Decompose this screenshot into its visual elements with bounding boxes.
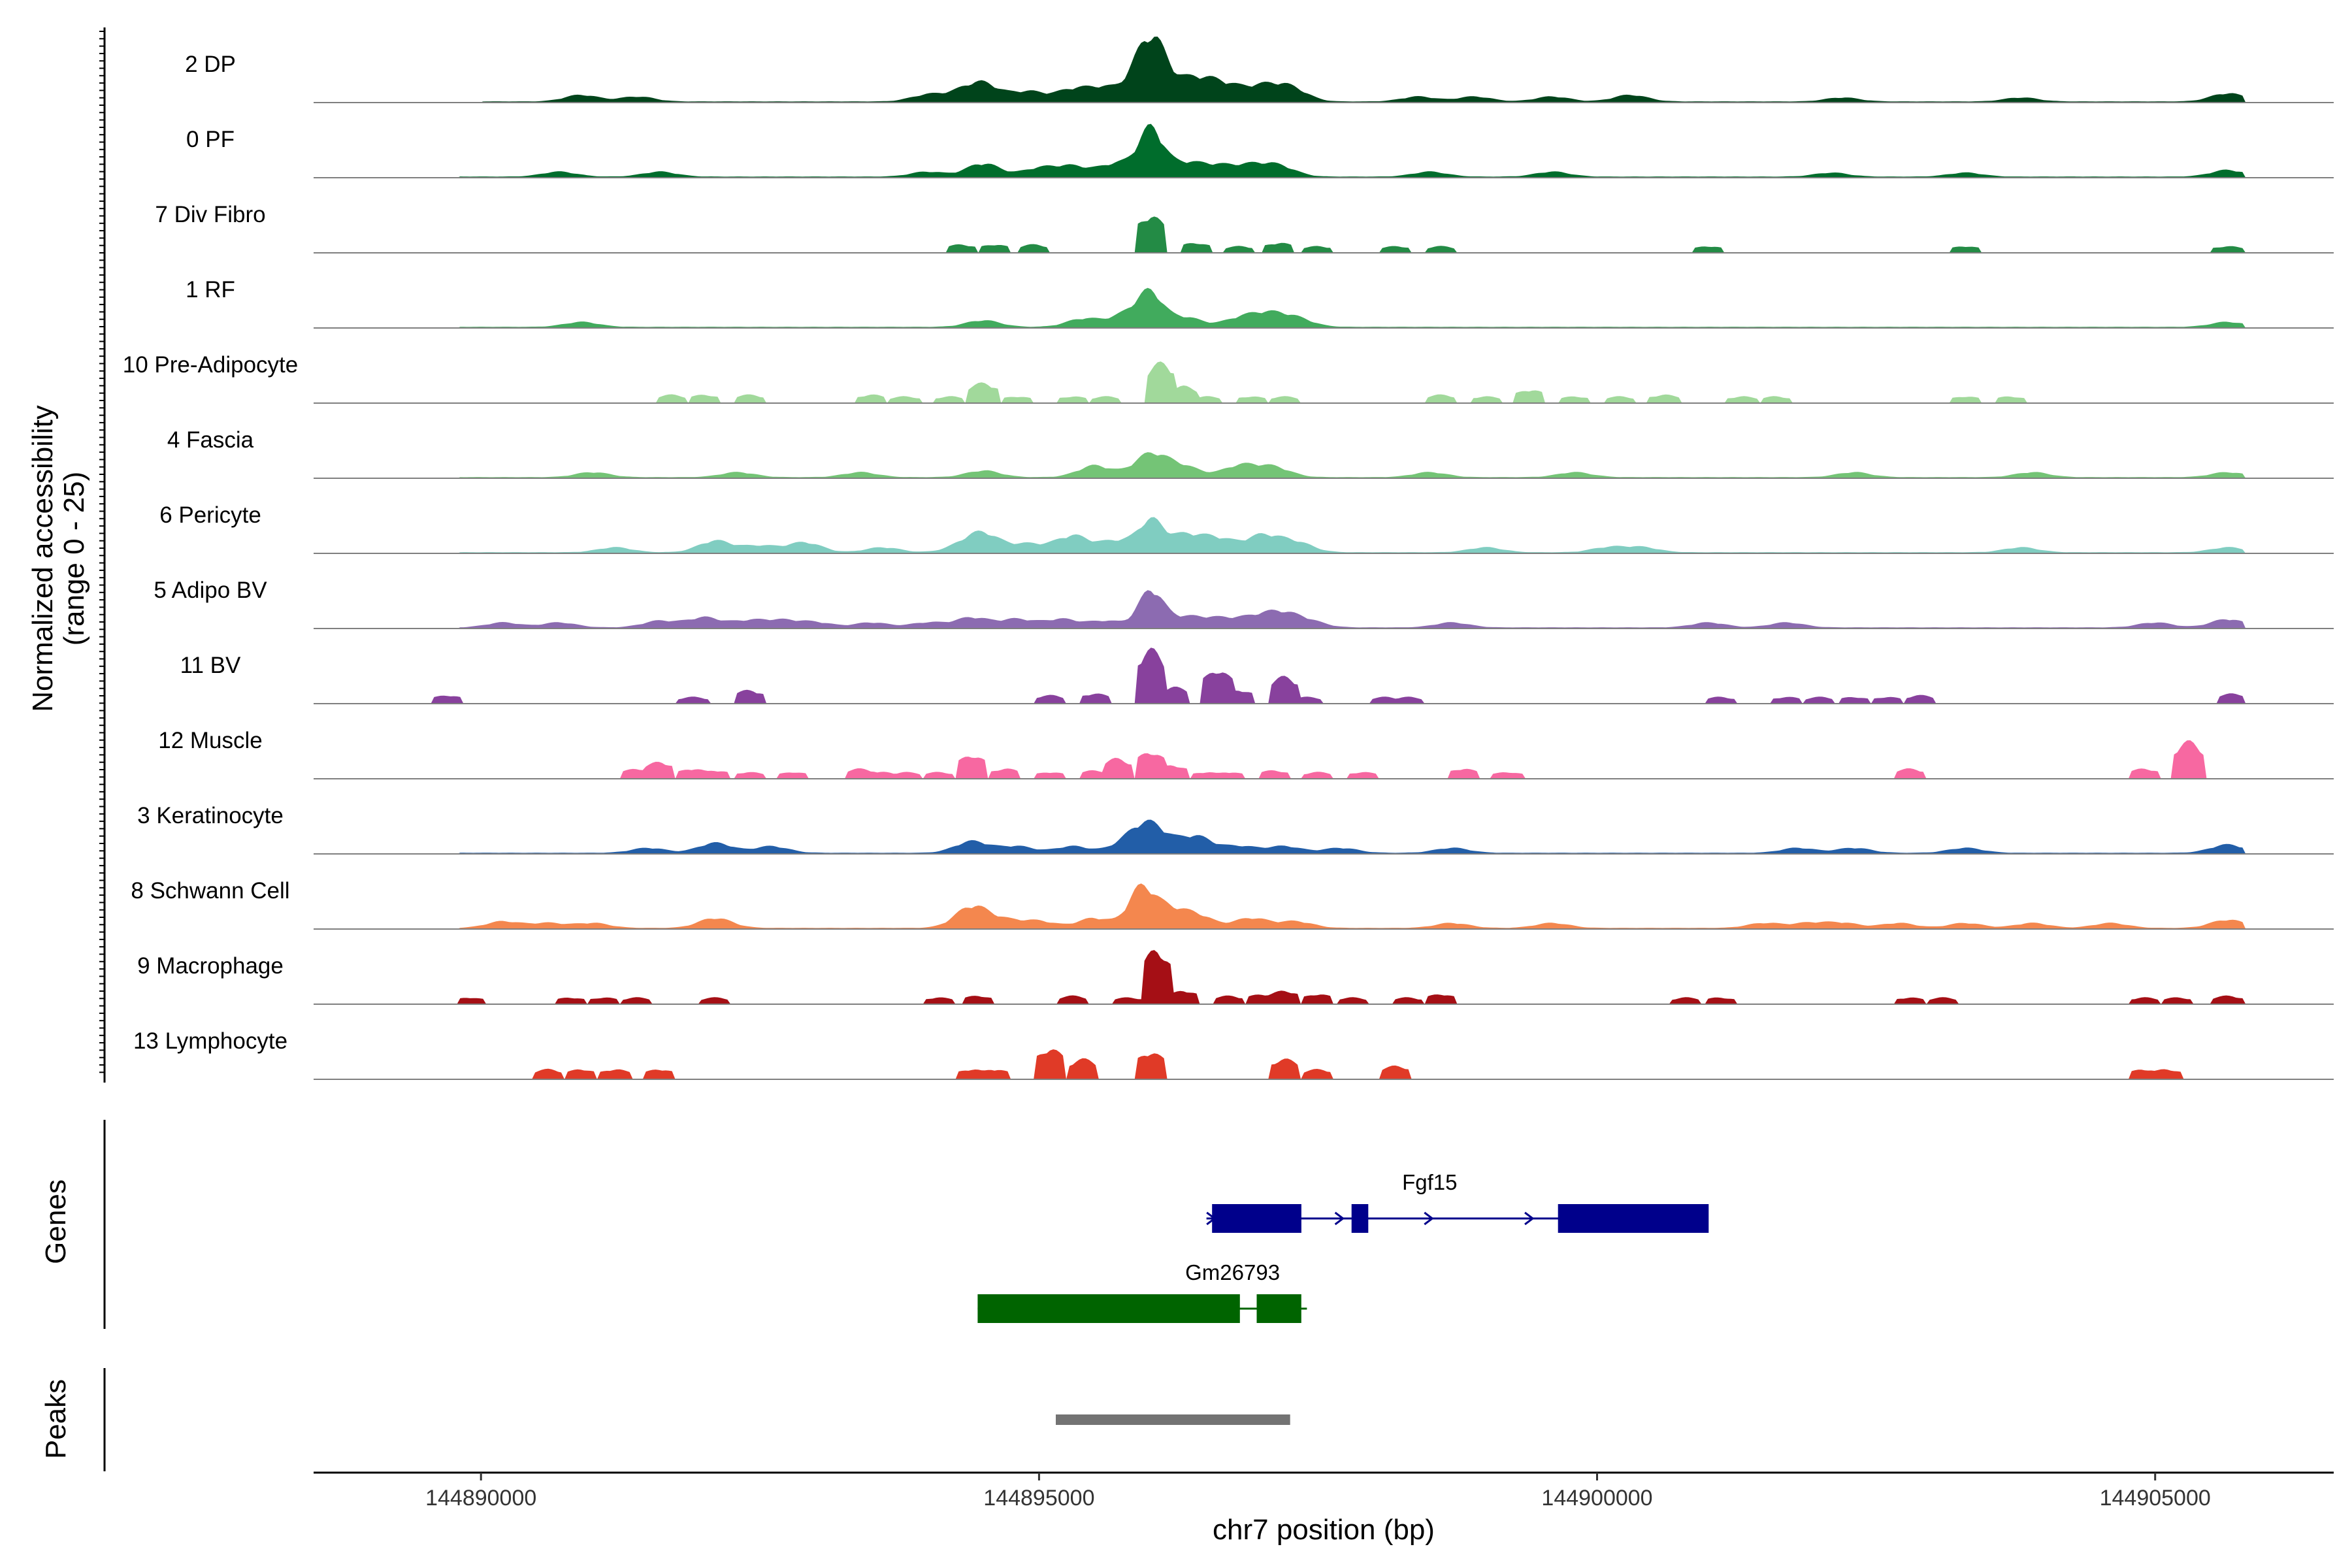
genes-panel-label: Genes <box>40 1179 72 1264</box>
coverage-area <box>314 361 2334 403</box>
track-label: 9 Macrophage <box>137 953 284 979</box>
y-axis-title: Normalized accessibility <box>27 405 59 711</box>
track-14: 13 Lymphocyte <box>133 1028 2334 1080</box>
track-label: 5 Adipo BV <box>154 578 267 603</box>
x-tick-label: 144905000 <box>2100 1486 2211 1511</box>
track-7: 6 Pericyte <box>159 502 2334 554</box>
peaks-panel <box>1056 1414 1290 1425</box>
peak-region <box>1056 1414 1290 1425</box>
track-label: 2 DP <box>185 52 236 77</box>
coverage-area <box>314 590 2334 629</box>
gene-exon <box>977 1294 1240 1323</box>
track-label: 10 Pre-Adipocyte <box>123 352 298 378</box>
coverage-area <box>314 287 2334 328</box>
y-axis-subtitle: (range 0 - 25) <box>58 472 90 646</box>
genes-panel: Fgf15 Gm26793 <box>977 1170 1709 1323</box>
track-label: 8 Schwann Cell <box>131 878 289 904</box>
gene-label: Gm26793 <box>1185 1260 1280 1284</box>
track-label: 6 Pericyte <box>159 502 261 528</box>
track-label: 12 Muscle <box>158 728 263 753</box>
gene-exon <box>1212 1204 1301 1233</box>
track-label: 13 Lymphocyte <box>133 1028 287 1054</box>
track-label: 7 Div Fibro <box>155 202 265 227</box>
track-5: 10 Pre-Adipocyte <box>123 352 2334 404</box>
gene-fgf15: Fgf15 <box>1206 1170 1709 1233</box>
gene-gm26793: Gm26793 <box>977 1260 1307 1323</box>
track-label: 4 Fascia <box>167 427 254 453</box>
track-8: 5 Adipo BV <box>154 578 2334 629</box>
x-tick-label: 144890000 <box>425 1486 536 1511</box>
coverage-tracks: 2 DP 0 PF 7 Div Fibro 1 RF 10 Pre-Adipocyte 4… <box>123 37 2334 1080</box>
coverage-y-tick-marks <box>99 31 105 1073</box>
coverage-area <box>314 819 2334 854</box>
x-axis-title: chr7 position (bp) <box>1213 1514 1435 1546</box>
coverage-area <box>314 123 2334 178</box>
coverage-area <box>314 647 2334 704</box>
track-12: 8 Schwann Cell <box>131 878 2334 930</box>
track-6: 4 Fascia <box>167 427 2334 479</box>
coverage-area <box>314 517 2334 553</box>
gene-label: Fgf15 <box>1402 1170 1457 1194</box>
coverage-area <box>314 1049 2334 1079</box>
track-11: 3 Keratinocyte <box>137 803 2334 855</box>
strand-arrow <box>1334 1211 1345 1226</box>
gene-exon <box>1558 1204 1709 1233</box>
gene-exon <box>1256 1294 1301 1323</box>
coverage-area <box>314 216 2334 253</box>
x-tick-label: 144895000 <box>983 1486 1094 1511</box>
strand-arrow <box>1524 1211 1535 1226</box>
track-13: 9 Macrophage <box>137 950 2334 1005</box>
coverage-area <box>314 452 2334 478</box>
track-label: 3 Keratinocyte <box>137 803 284 828</box>
x-tick-label: 144900000 <box>1541 1486 1652 1511</box>
track-4: 1 RF <box>186 277 2334 329</box>
track-label: 1 RF <box>186 277 235 302</box>
track-2: 0 PF <box>186 123 2334 178</box>
track-1: 2 DP <box>185 37 2334 103</box>
track-10: 12 Muscle <box>158 728 2334 779</box>
coverage-area <box>314 950 2334 1004</box>
track-label: 0 PF <box>186 127 235 152</box>
peaks-panel-label: Peaks <box>40 1379 72 1459</box>
x-axis: 144890000 144895000 144900000 144905000 <box>425 1473 2211 1511</box>
coverage-area <box>314 883 2334 929</box>
gene-exon <box>1351 1204 1369 1233</box>
coverage-area <box>314 37 2334 103</box>
track-9: 11 BV <box>180 647 2334 704</box>
track-3: 7 Div Fibro <box>155 202 2334 253</box>
strand-arrow <box>1424 1211 1434 1226</box>
coverage-area <box>314 740 2334 779</box>
track-label: 11 BV <box>180 653 241 678</box>
